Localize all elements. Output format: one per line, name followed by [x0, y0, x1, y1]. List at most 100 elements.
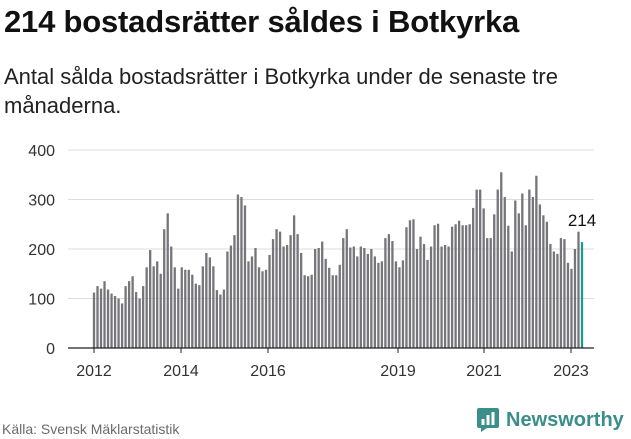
bar	[394, 261, 398, 348]
bar	[464, 225, 468, 348]
bar	[387, 234, 391, 348]
bar	[321, 241, 324, 348]
bar	[120, 303, 124, 348]
bar	[443, 245, 447, 348]
bar	[106, 289, 110, 348]
bar	[535, 175, 538, 348]
bar	[514, 200, 517, 348]
bar	[422, 244, 426, 348]
x-tick-label: 2012	[76, 363, 112, 380]
bar	[166, 213, 169, 348]
bar	[250, 256, 254, 348]
bar	[96, 286, 99, 348]
bar	[521, 193, 524, 348]
chart-subtitle: Antal sålda bostadsrätter i Botkyrka und…	[4, 64, 558, 118]
x-axis-ticks: 2012 2014 2016 2019 2021 2023	[76, 348, 589, 380]
bar	[215, 290, 219, 348]
bar	[542, 215, 545, 348]
bar	[415, 249, 419, 348]
bar	[377, 262, 380, 348]
bar	[479, 189, 482, 348]
bar	[149, 249, 152, 348]
bar	[436, 223, 440, 348]
bar	[254, 248, 257, 348]
bar	[92, 292, 96, 348]
bar	[296, 234, 299, 348]
bar	[454, 224, 457, 348]
bar-chart: 0 100 200 300 400 2012 2014 2016 2019 2021 2023 2…	[28, 143, 596, 380]
bar	[282, 246, 285, 348]
bar	[433, 225, 436, 348]
bar	[142, 286, 145, 348]
x-tick-label: 2023	[553, 363, 589, 380]
bar	[271, 239, 275, 348]
bar	[170, 246, 173, 348]
bar	[531, 197, 534, 348]
bar	[222, 289, 226, 348]
bar	[352, 246, 355, 348]
bar	[559, 238, 563, 348]
brand-logo[interactable]: Newsworthy	[476, 407, 624, 433]
bar	[482, 208, 485, 348]
bars	[92, 172, 584, 348]
brand-name: Newsworthy	[506, 408, 624, 431]
y-tick-label: 100	[28, 292, 55, 309]
bar	[317, 248, 320, 348]
bar	[408, 220, 412, 348]
bar	[489, 238, 492, 348]
bar	[510, 251, 513, 348]
x-tick-label: 2016	[250, 363, 286, 380]
bar	[261, 271, 264, 348]
y-tick-label: 300	[28, 193, 55, 210]
gridlines	[68, 149, 594, 299]
bar	[324, 258, 327, 348]
bar	[236, 194, 240, 348]
bar	[184, 269, 187, 348]
bar	[496, 189, 499, 348]
bar	[198, 285, 201, 348]
bar	[328, 267, 331, 348]
bar	[124, 286, 127, 348]
bar	[507, 225, 510, 348]
bar	[549, 244, 552, 348]
bar	[310, 274, 313, 348]
bar	[299, 252, 303, 348]
bar	[563, 239, 566, 348]
y-tick-label: 400	[28, 143, 55, 160]
bar	[289, 235, 292, 348]
bar	[268, 254, 271, 348]
bar	[212, 266, 215, 348]
annotations: 214	[568, 211, 596, 230]
bar	[405, 227, 408, 348]
bar	[457, 220, 461, 348]
bar	[493, 214, 496, 348]
bar	[219, 294, 222, 348]
bar	[331, 275, 334, 348]
bar	[373, 256, 377, 348]
bar	[380, 261, 384, 348]
bar	[201, 266, 204, 348]
bar	[134, 292, 138, 348]
bar	[338, 264, 341, 348]
bar	[577, 231, 580, 348]
bar	[573, 249, 577, 348]
bar	[447, 246, 450, 348]
bar	[391, 241, 394, 348]
bar	[570, 268, 573, 348]
newsworthy-logo-icon	[477, 408, 499, 432]
bar	[524, 225, 527, 348]
bar	[131, 276, 134, 348]
bar	[243, 205, 247, 348]
bar	[187, 269, 190, 348]
bar	[152, 266, 155, 348]
x-tick-label: 2014	[163, 363, 199, 380]
bar	[429, 246, 433, 348]
y-tick-label: 0	[46, 341, 55, 358]
x-tick-label: 2021	[466, 363, 502, 380]
source-credit: Källa: Svensk Mäklarstatistik	[2, 421, 180, 437]
bar	[233, 235, 236, 348]
bar	[173, 267, 176, 348]
bar	[426, 259, 429, 348]
y-axis-ticks: 0 100 200 300 400	[28, 143, 55, 358]
y-tick-label: 200	[28, 242, 55, 259]
